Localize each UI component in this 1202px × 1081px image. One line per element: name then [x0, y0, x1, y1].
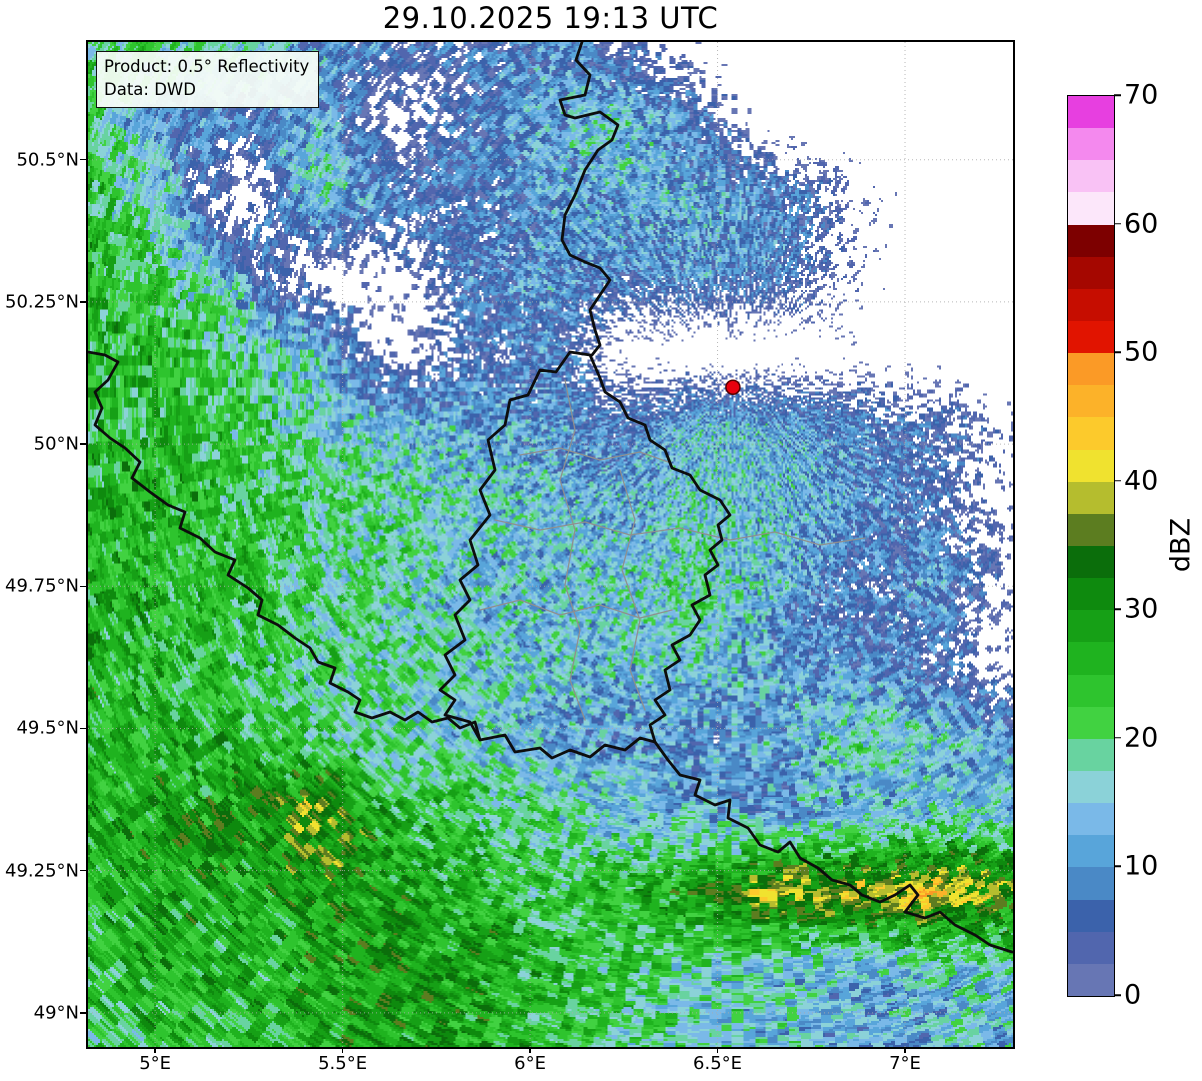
colorbar-tick-label: 0 — [1124, 979, 1142, 1011]
colorbar-segment — [1068, 449, 1114, 482]
colorbar-segment — [1068, 224, 1114, 257]
colorbar-segment — [1068, 610, 1114, 643]
x-tick-label: 5°E — [139, 1053, 172, 1074]
product-line: Product: 0.5° Reflectivity — [104, 57, 310, 76]
colorbar-segment — [1068, 642, 1114, 675]
country-border-path — [653, 740, 1013, 954]
y-tick-mark — [80, 443, 86, 445]
colorbar-segment — [1068, 288, 1114, 321]
colorbar-segment — [1068, 931, 1114, 964]
y-tick-label: 50°N — [33, 433, 79, 455]
colorbar-segment — [1068, 835, 1114, 868]
y-tick-label: 49.25°N — [5, 860, 79, 882]
colorbar-segment — [1068, 674, 1114, 707]
colorbar-tick-label: 60 — [1124, 208, 1159, 240]
x-tick-mark — [154, 1047, 156, 1053]
colorbar-segment — [1068, 481, 1114, 514]
colorbar-segment — [1068, 578, 1114, 611]
x-tick-mark — [341, 1047, 344, 1053]
y-tick-mark — [80, 301, 86, 303]
colorbar-tick-mark — [1114, 994, 1121, 996]
y-tick-label: 49.5°N — [16, 717, 79, 739]
radar-site-dot — [725, 379, 741, 395]
regional-border-path — [479, 599, 673, 619]
colorbar-tick-mark — [1114, 94, 1121, 96]
x-tick-label: 7°E — [889, 1053, 921, 1074]
country-border-path — [438, 350, 732, 760]
y-tick-label: 50.25°N — [5, 291, 79, 313]
x-tick-label: 6.5°E — [693, 1053, 743, 1074]
colorbar-segment — [1068, 128, 1114, 161]
colorbar-segment — [1068, 353, 1114, 386]
colorbar-segment — [1068, 321, 1114, 354]
y-tick-mark — [80, 158, 86, 161]
colorbar-tick-label: 30 — [1124, 593, 1159, 625]
colorbar — [1067, 95, 1115, 997]
regional-border-path — [494, 519, 866, 546]
colorbar-tick-mark — [1114, 737, 1121, 739]
y-tick-mark — [80, 727, 86, 730]
colorbar-tick-label: 10 — [1124, 850, 1159, 882]
country-border-path — [558, 42, 620, 357]
colorbar-segment — [1068, 867, 1114, 900]
regional-border-path — [619, 469, 646, 711]
colorbar-segment — [1068, 963, 1114, 996]
colorbar-tick-mark — [1114, 608, 1121, 611]
colorbar-segment — [1068, 771, 1114, 804]
chart-title: 29.10.2025 19:13 UTC — [382, 1, 719, 35]
colorbar-segment — [1068, 803, 1114, 836]
x-tick-mark — [716, 1047, 719, 1053]
regional-border-path — [559, 379, 586, 721]
colorbar-tick-mark — [1114, 479, 1121, 482]
colorbar-segment — [1068, 706, 1114, 739]
colorbar-tick-mark — [1114, 351, 1121, 353]
y-tick-mark — [80, 869, 86, 872]
x-tick-mark — [904, 1047, 906, 1053]
colorbar-segment — [1068, 192, 1114, 225]
colorbar-tick-label: 50 — [1124, 336, 1159, 368]
colorbar-tick-mark — [1114, 865, 1121, 868]
colorbar-segment — [1068, 546, 1114, 579]
colorbar-segment — [1068, 385, 1114, 418]
colorbar-segment — [1068, 160, 1114, 193]
map-overlay-svg — [88, 42, 1013, 1047]
regional-border-path — [519, 447, 669, 463]
product-info-box: Product: 0.5° Reflectivity Data: DWD — [96, 51, 320, 108]
x-tick-label: 6°E — [514, 1053, 546, 1074]
y-tick-label: 50.5°N — [16, 149, 79, 171]
colorbar-axis-label: dBZ — [1165, 517, 1197, 573]
colorbar-segment — [1068, 417, 1114, 450]
radar-reflectivity-image — [88, 42, 1013, 1047]
colorbar-segment — [1068, 256, 1114, 289]
x-tick-mark — [529, 1047, 531, 1053]
colorbar-segment — [1068, 96, 1114, 129]
colorbar-tick-label: 40 — [1124, 465, 1159, 497]
radar-map: Product: 0.5° Reflectivity Data: DWD — [86, 40, 1015, 1049]
colorbar-tick-label: 70 — [1124, 79, 1159, 111]
y-tick-mark — [80, 1012, 86, 1014]
country-border-path — [88, 350, 482, 742]
colorbar-segment — [1068, 513, 1114, 546]
x-tick-label: 5.5°E — [318, 1053, 368, 1074]
colorbar-tick-mark — [1114, 222, 1121, 225]
y-tick-label: 49.75°N — [5, 575, 79, 597]
y-tick-label: 49°N — [33, 1002, 79, 1024]
y-tick-mark — [80, 585, 86, 588]
colorbar-segment — [1068, 738, 1114, 771]
colorbar-segment — [1068, 899, 1114, 932]
data-source-line: Data: DWD — [104, 80, 196, 100]
colorbar-tick-label: 20 — [1124, 722, 1159, 754]
